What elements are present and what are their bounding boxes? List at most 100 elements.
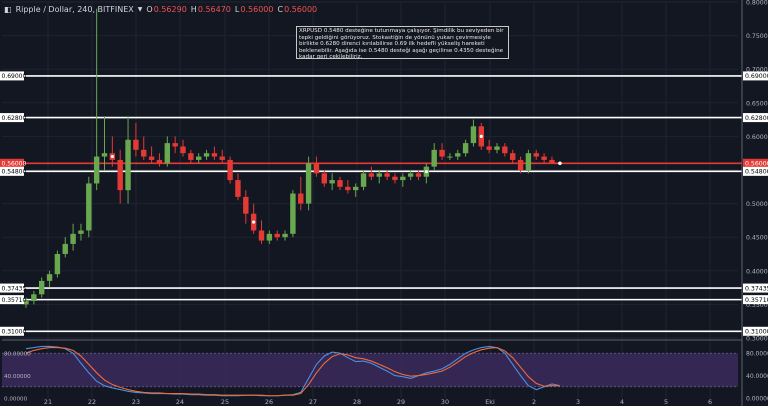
time-tick-label: 25 [221, 398, 229, 406]
stochastic-tick-label: 0.00000 [746, 396, 768, 403]
time-tick-label: 28 [353, 398, 361, 406]
left-level-tag-label: 0.37435 [2, 285, 27, 292]
candle-body [203, 153, 210, 157]
level-tag [743, 326, 768, 336]
left-level-tag [0, 113, 24, 123]
level-tag-label: 0.35710 [745, 297, 768, 304]
candle-body [494, 146, 500, 150]
candle-body [305, 163, 312, 204]
left-level-tag [0, 71, 24, 81]
left-level-tag [0, 326, 24, 336]
candle-body [533, 153, 539, 157]
candle-body [353, 186, 359, 191]
candle-body [298, 193, 304, 204]
left-stochastic-tick-label: 40.00000 [4, 374, 31, 380]
candle-body [148, 156, 155, 160]
level-tag-label: 0.54800 [745, 169, 768, 176]
candle-body [235, 180, 241, 197]
candle-body [392, 176, 398, 181]
candle-body [431, 149, 437, 167]
candle-body [368, 173, 375, 177]
candle-body [502, 146, 508, 154]
ohlc-low: L 0.56000 [234, 4, 274, 14]
signal-dot [479, 134, 483, 138]
time-tick-label: 5 [664, 398, 668, 406]
symbol-icon: ◧ [4, 4, 12, 14]
candle-body [407, 173, 414, 177]
left-level-tag-label: 0.69000 [2, 73, 27, 80]
candle-body [258, 230, 265, 241]
chart-header: ◧ Ripple / Dollar, 240, BITFINEX ▼ O 0.56… [4, 2, 317, 16]
candle-body [23, 301, 29, 305]
candle-body [164, 143, 170, 164]
ohlc-high: H 0.56470 [190, 4, 231, 14]
horizontal-levels [2, 75, 742, 333]
candle-body [470, 126, 477, 144]
candle-body [70, 233, 76, 244]
level-tag [743, 158, 768, 168]
time-tick-label: 26 [265, 398, 273, 406]
chevron-down-icon[interactable]: ▼ [137, 5, 143, 13]
candle-body [313, 163, 320, 174]
left-level-tag-label: 0.54800 [2, 169, 27, 176]
analysis-note[interactable]: XRPUSD 0.5480 desteğine tutunmaya çalışı… [296, 26, 509, 59]
candle-body [141, 149, 147, 157]
level-tag-label: 0.62800 [745, 115, 768, 122]
level-tag-label: 0.37435 [745, 285, 768, 292]
signal-markers [110, 134, 562, 224]
candle-body [46, 274, 53, 281]
level-tag-label: 0.69000 [745, 73, 768, 80]
candle-body [156, 159, 163, 164]
candle-body [360, 173, 367, 187]
candle-body [400, 176, 406, 181]
candle-body [31, 294, 37, 302]
candle-body [345, 186, 351, 191]
left-level-tag [0, 158, 24, 168]
stochastic-lines [25, 345, 560, 397]
level-tag [743, 71, 768, 81]
candle-body [517, 159, 524, 170]
candle-body [376, 173, 382, 177]
time-tick-label: 2 [532, 398, 536, 406]
left-level-tag-label: 0.31000 [2, 329, 27, 336]
level-tag [743, 283, 768, 293]
candle-body [93, 156, 100, 184]
candle-body [188, 153, 194, 160]
candle-body [415, 173, 422, 177]
left-stochastic-tick-label: 0.00000 [4, 397, 28, 403]
stochastic-band-fill [2, 353, 738, 387]
time-tick-label: 4 [620, 398, 624, 406]
candle-body [541, 156, 547, 160]
time-tick-label: 24 [176, 398, 184, 406]
left-level-tag [0, 166, 24, 176]
level-tag [743, 113, 768, 123]
signal-dot [424, 170, 428, 174]
candle-body [172, 143, 178, 147]
symbol-title[interactable]: Ripple / Dollar, 240, BITFINEX [15, 4, 134, 14]
left-level-tag-label: 0.56000 [2, 161, 27, 168]
candle-body [196, 156, 202, 160]
level-tag [743, 295, 768, 305]
candle-body [329, 180, 335, 184]
time-tick-label: 29 [397, 398, 405, 406]
stochastic-line [25, 347, 560, 397]
candle-body [274, 233, 280, 238]
signal-dot [110, 154, 114, 159]
candle-body [439, 149, 445, 157]
level-tag [743, 166, 768, 176]
left-level-tag-label: 0.35710 [2, 297, 27, 304]
level-tag-label: 0.31000 [745, 329, 768, 336]
left-level-tag-label: 0.62800 [2, 115, 27, 122]
time-axis: 21 22 23 24 25 26 27 28 29 30 Eki 2 3 4 5 6 [44, 398, 712, 406]
